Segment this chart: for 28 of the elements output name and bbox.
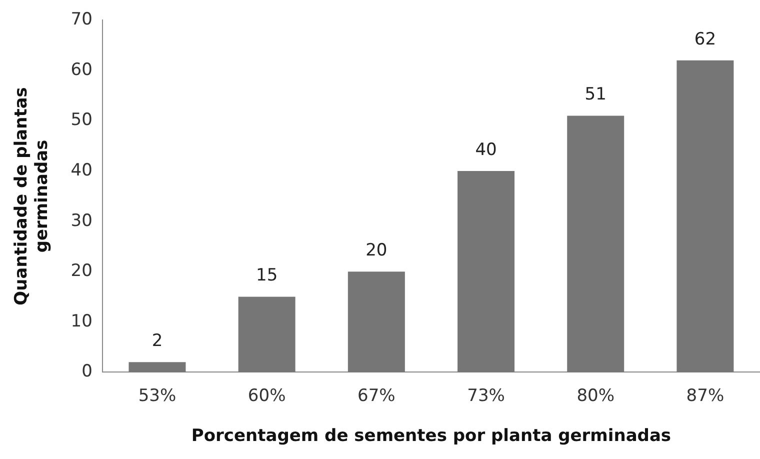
data-label: 15 (256, 266, 278, 286)
x-tick-label: 73% (467, 386, 505, 406)
bar (676, 60, 734, 372)
y-axis-title: Quantidade de plantas germinadas (12, 87, 52, 306)
y-tick-label: 30 (70, 210, 92, 231)
data-label: 40 (475, 140, 497, 160)
x-tick-label: 53% (138, 386, 176, 406)
bar (238, 296, 296, 372)
y-tick-label: 40 (70, 160, 92, 180)
data-label: 62 (694, 29, 716, 50)
x-axis-title: Porcentagem de sementes por planta germinadas (191, 426, 672, 446)
x-tick-label: 60% (248, 386, 286, 406)
bar (348, 272, 405, 372)
y-tick-label: 0 (82, 362, 92, 382)
data-label: 2 (152, 331, 163, 352)
x-tick-label: 87% (686, 386, 724, 406)
y-tick-label: 20 (70, 261, 92, 282)
y-tick-label: 50 (70, 110, 92, 130)
x-tick-label: 80% (576, 386, 615, 406)
y-tick-label: 70 (70, 10, 92, 30)
bar (128, 362, 186, 372)
data-label: 20 (366, 240, 388, 261)
y-tick-label: 60 (70, 60, 92, 80)
data-label: 51 (584, 84, 606, 105)
y-tick-label: 10 (70, 311, 92, 332)
x-tick-label: 67% (358, 386, 396, 406)
bar (567, 116, 624, 372)
bar (458, 171, 515, 372)
